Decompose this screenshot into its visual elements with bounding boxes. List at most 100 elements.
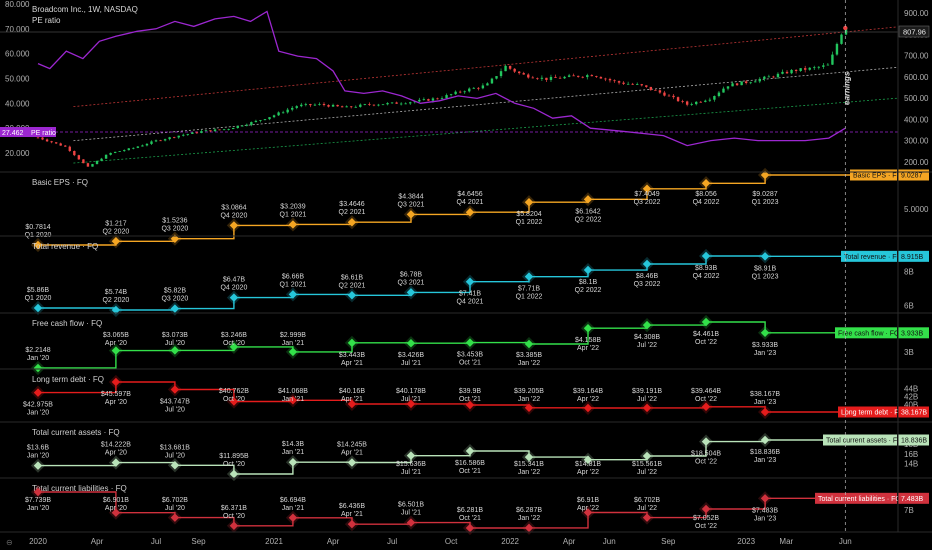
data-label: $11.895B xyxy=(219,453,249,460)
panel-axis-tick: 16B xyxy=(904,450,918,459)
candle-body xyxy=(726,86,730,89)
candle-body xyxy=(340,106,344,108)
candle-body xyxy=(136,146,140,148)
data-point xyxy=(701,504,711,514)
candle-body xyxy=(209,130,212,132)
period-label: Q3 2022 xyxy=(634,199,661,206)
candle-body xyxy=(794,69,798,72)
period-label: Q1 2023 xyxy=(752,273,779,280)
chart-logo: ⊖ xyxy=(6,538,13,547)
period-label: Apr '21 xyxy=(341,360,363,367)
data-point xyxy=(642,513,652,522)
candle-body xyxy=(291,107,294,110)
candle-body xyxy=(499,71,503,77)
candle-body xyxy=(608,79,612,81)
data-point xyxy=(465,207,475,217)
candle-body xyxy=(613,80,616,82)
candle-body xyxy=(145,143,149,146)
panel-title: Total current liabilities · FQ xyxy=(32,484,127,493)
series-tag xyxy=(850,169,897,181)
candle-body xyxy=(427,99,430,101)
data-label: $7.41B xyxy=(459,291,482,298)
data-label: $6.436B xyxy=(339,503,365,510)
candle-body xyxy=(154,140,158,142)
data-point xyxy=(288,347,298,357)
data-label: $40.16B xyxy=(339,388,365,395)
time-axis-tick: Jul xyxy=(387,537,397,546)
period-label: Jan '21 xyxy=(282,449,304,456)
time-axis-tick: 2023 xyxy=(737,537,755,546)
data-point xyxy=(465,400,475,410)
period-label: Q3 2021 xyxy=(398,201,425,208)
period-label: Jan '21 xyxy=(282,396,304,403)
data-point xyxy=(111,305,121,315)
candle-body xyxy=(345,106,348,108)
candle-body xyxy=(445,95,448,99)
candle-body xyxy=(813,67,816,69)
period-label: Jul '21 xyxy=(401,360,421,367)
period-label: Jul '22 xyxy=(637,469,657,476)
candle-body xyxy=(735,83,739,86)
data-label: $39.191B xyxy=(632,388,662,395)
candle-body xyxy=(776,73,780,78)
data-point xyxy=(583,323,593,333)
series-tag xyxy=(823,434,897,446)
candle-body xyxy=(254,120,258,123)
candle-body xyxy=(744,81,748,84)
data-point xyxy=(760,407,770,417)
candle-body xyxy=(626,83,630,85)
candle-body xyxy=(772,76,775,78)
candle-body xyxy=(172,137,176,139)
time-axis-tick: 2022 xyxy=(501,537,519,546)
candle-body xyxy=(327,105,330,107)
candle-body xyxy=(168,137,171,140)
data-point xyxy=(170,234,180,243)
pe-axis-tick: 70.000 xyxy=(5,25,30,34)
period-label: Q2 2022 xyxy=(575,287,602,294)
data-point xyxy=(642,451,652,461)
period-label: Q1 2021 xyxy=(280,281,307,288)
candle-body xyxy=(495,76,498,79)
price-axis-tick: 900.00 xyxy=(904,9,929,18)
period-label: Jan '22 xyxy=(518,515,540,522)
candle-body xyxy=(300,104,303,107)
period-label: Apr '21 xyxy=(341,396,363,403)
period-label: Oct '21 xyxy=(459,360,481,367)
candle-body xyxy=(522,73,525,75)
candle-body xyxy=(517,71,521,74)
data-point xyxy=(288,457,298,467)
candle-body xyxy=(740,81,743,86)
candle-body xyxy=(377,104,380,106)
period-label: Jul '22 xyxy=(637,396,657,403)
candle-body xyxy=(132,147,135,149)
data-point xyxy=(288,290,298,299)
candle-body xyxy=(395,102,398,104)
candle-body xyxy=(50,141,53,143)
series-last-value: 3.933B xyxy=(901,330,924,337)
candle-body xyxy=(840,34,843,44)
series-tag xyxy=(835,327,897,339)
series-tag-label: Basic EPS · FQ xyxy=(853,173,903,180)
data-point xyxy=(347,338,357,348)
candle-body xyxy=(599,77,603,79)
data-label: $13.6B xyxy=(27,445,50,452)
candle-body xyxy=(318,103,321,105)
data-label: $2.2148 xyxy=(25,347,50,354)
candle-body xyxy=(359,104,362,107)
data-point xyxy=(583,265,593,275)
data-point xyxy=(465,523,475,533)
candle-body xyxy=(64,145,67,147)
candle-body xyxy=(232,128,235,130)
period-label: Jan '23 xyxy=(754,515,776,522)
period-label: Q2 2020 xyxy=(102,228,129,235)
candle-body xyxy=(449,94,453,96)
data-point xyxy=(229,469,239,479)
candle-body xyxy=(222,129,226,131)
period-label: Q3 2020 xyxy=(161,226,188,233)
candle-body xyxy=(636,84,639,85)
period-label: Q2 2022 xyxy=(575,216,602,223)
data-point xyxy=(406,451,416,460)
candle-body xyxy=(831,54,834,65)
data-label: $14.3B xyxy=(282,441,305,448)
candle-body xyxy=(468,88,471,92)
